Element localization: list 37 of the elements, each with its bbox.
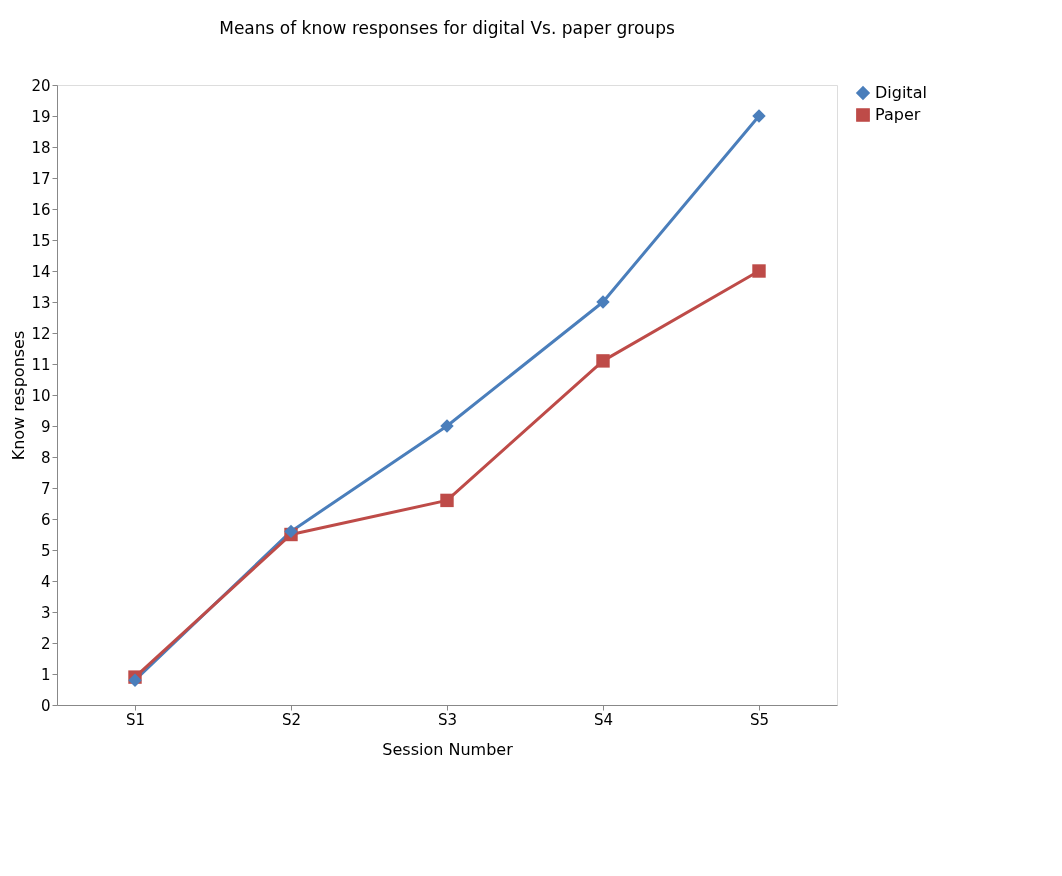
x-tick-label: S4 xyxy=(593,710,614,729)
legend-label: Digital xyxy=(875,83,927,102)
y-tick-label: 17 xyxy=(31,169,51,188)
point xyxy=(752,109,766,123)
point xyxy=(596,295,610,309)
x-tick-label: S2 xyxy=(281,710,302,729)
y-tick-label: 12 xyxy=(31,324,51,343)
y-tick-label: 2 xyxy=(40,634,51,653)
y-tick-label: 0 xyxy=(40,696,51,715)
y-tick-label: 5 xyxy=(40,541,51,560)
point xyxy=(752,264,766,278)
point xyxy=(440,493,454,508)
x-tick-label: S3 xyxy=(437,710,458,729)
y-tick-label: 11 xyxy=(31,355,51,374)
x-tick-label: S1 xyxy=(125,710,146,729)
y-tick-label: 13 xyxy=(31,293,51,312)
y-tick-label: 20 xyxy=(31,76,51,95)
y-tick-label: 9 xyxy=(40,417,51,436)
y-axis-title: Know responses xyxy=(9,330,29,461)
y-tick-label: 10 xyxy=(31,386,51,405)
y-tick-label: 14 xyxy=(31,262,51,281)
y-tick-label: 4 xyxy=(40,572,51,591)
y-tick-label: 1 xyxy=(40,665,51,684)
point xyxy=(440,419,454,433)
y-tick-label: 6 xyxy=(40,510,51,529)
y-tick-label: 16 xyxy=(31,200,51,219)
x-axis-title: Session Number xyxy=(382,739,514,759)
y-tick-label: 15 xyxy=(31,231,51,250)
y-tick-label: 18 xyxy=(31,138,51,157)
point xyxy=(596,354,610,368)
y-tick-label: 8 xyxy=(40,448,51,467)
x-tick-label: S5 xyxy=(749,710,770,729)
chart-title: Means of know responses for digital Vs. paper groups xyxy=(219,18,675,38)
y-tick-label: 19 xyxy=(31,107,51,126)
y-tick-label: 3 xyxy=(40,603,51,622)
y-tick-label: 7 xyxy=(40,479,51,498)
legend-label: Paper xyxy=(875,105,921,124)
